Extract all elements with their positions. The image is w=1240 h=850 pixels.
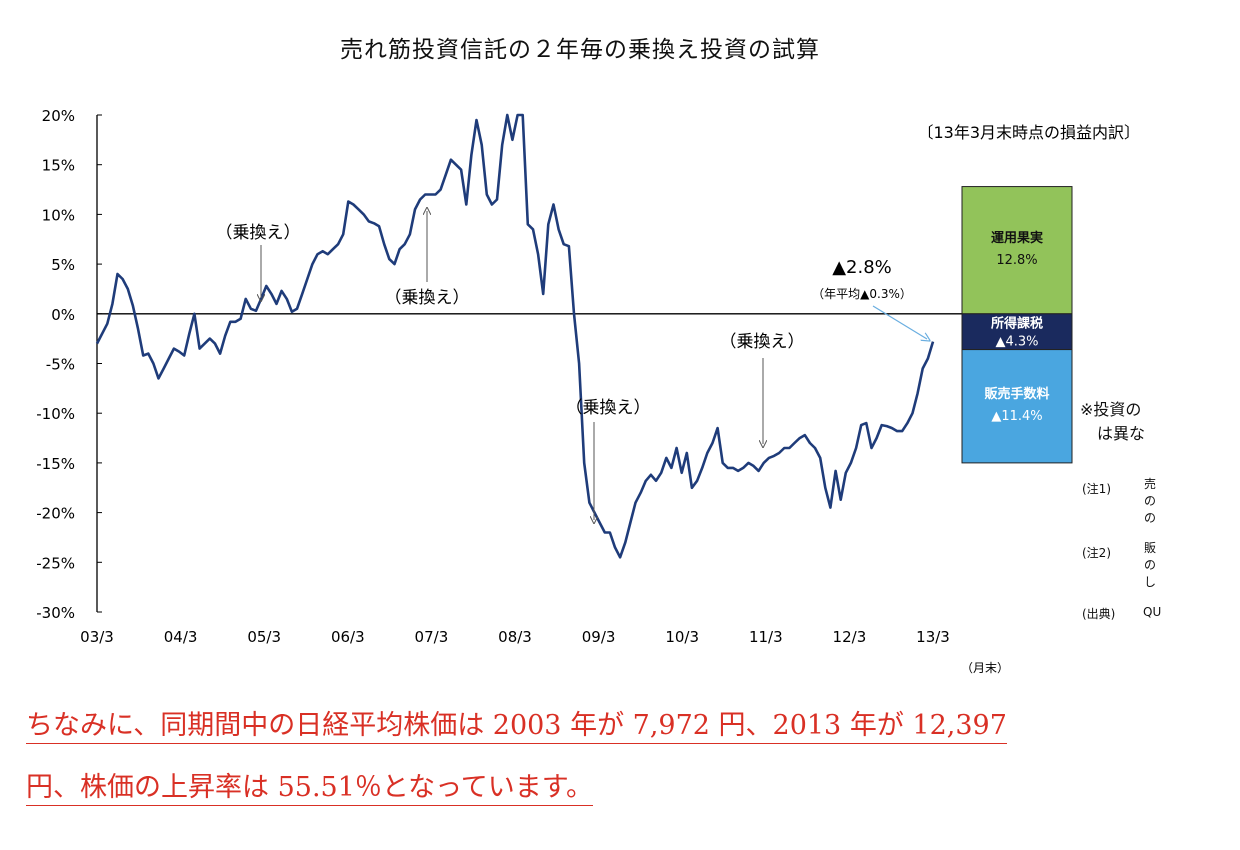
x-tick-label: 13/3 — [916, 628, 950, 646]
switch-annotation-label: （乗換え） — [216, 223, 301, 243]
y-tick-label: -10% — [36, 405, 75, 423]
note2-text: 販のし — [1143, 541, 1156, 589]
x-tick-label: 06/3 — [331, 628, 365, 646]
end-value-arrow — [872, 305, 927, 339]
source-text: QU — [1143, 605, 1162, 619]
x-tick-label: 07/3 — [415, 628, 449, 646]
switch-annotation-label: （乗換え） — [720, 332, 805, 352]
x-tick-label: 08/3 — [498, 628, 532, 646]
breakdown-segment-value: 12.8% — [996, 253, 1037, 268]
note1-label: (注1) — [1082, 482, 1111, 496]
side-note-line2: は異な — [1097, 424, 1146, 443]
source-label: (出典) — [1082, 607, 1116, 621]
end-value-sublabel: （年平均▲0.3%） — [812, 287, 912, 301]
breakdown-segment-value: ▲4.3% — [995, 335, 1038, 350]
x-tick-label: 03/3 — [80, 628, 114, 646]
x-tick-label: 12/3 — [833, 628, 867, 646]
x-tick-label: 10/3 — [665, 628, 699, 646]
y-tick-label: -5% — [46, 356, 75, 374]
series-line — [95, 113, 935, 559]
x-tick-label: 11/3 — [749, 628, 783, 646]
breakdown-segment-label: 販売手数料 — [984, 386, 1049, 402]
y-tick-label: -30% — [36, 604, 75, 622]
note2-label: (注2) — [1082, 546, 1111, 560]
y-tick-label: 5% — [51, 256, 75, 274]
breakdown-segment-label: 所得課税 — [991, 316, 1043, 332]
y-tick-label: 0% — [51, 306, 75, 324]
breakdown-title: 〔13年3月末時点の損益内訳〕 — [917, 123, 1140, 142]
y-tick-label: 10% — [42, 206, 75, 224]
side-note-line1: ※投資の — [1080, 400, 1142, 419]
caption-line-2: 円、株価の上昇率は 55.51％となっています。 — [26, 774, 594, 806]
switch-annotation-label: （乗換え） — [385, 288, 470, 308]
chart-title: 売れ筋投資信託の２年毎の乗換え投資の試算 — [340, 37, 820, 63]
caption-line-1: ちなみに、同期間中の日経平均株価は 2003 年が 7,972 円、2013 年… — [26, 712, 1007, 744]
y-tick-label: -20% — [36, 505, 75, 523]
x-tick-label: 09/3 — [582, 628, 616, 646]
y-tick-label: 15% — [42, 157, 75, 175]
y-tick-label: -15% — [36, 455, 75, 473]
note1-text: 売のの — [1143, 477, 1156, 525]
switch-annotation-label: （乗換え） — [566, 398, 651, 418]
x-tick-label: 05/3 — [247, 628, 281, 646]
breakdown-segment — [961, 349, 1073, 464]
end-value-label: ▲2.8% — [832, 257, 892, 278]
breakdown-segment-label: 運用果実 — [991, 230, 1043, 246]
y-tick-label: -25% — [36, 554, 75, 572]
y-tick-label: 20% — [42, 107, 75, 125]
x-unit-label: （月末） — [961, 661, 1009, 675]
breakdown-segment — [961, 313, 1073, 351]
x-tick-label: 04/3 — [164, 628, 198, 646]
breakdown-segment — [961, 186, 1073, 315]
breakdown-segment-value: ▲11.4% — [991, 409, 1042, 424]
